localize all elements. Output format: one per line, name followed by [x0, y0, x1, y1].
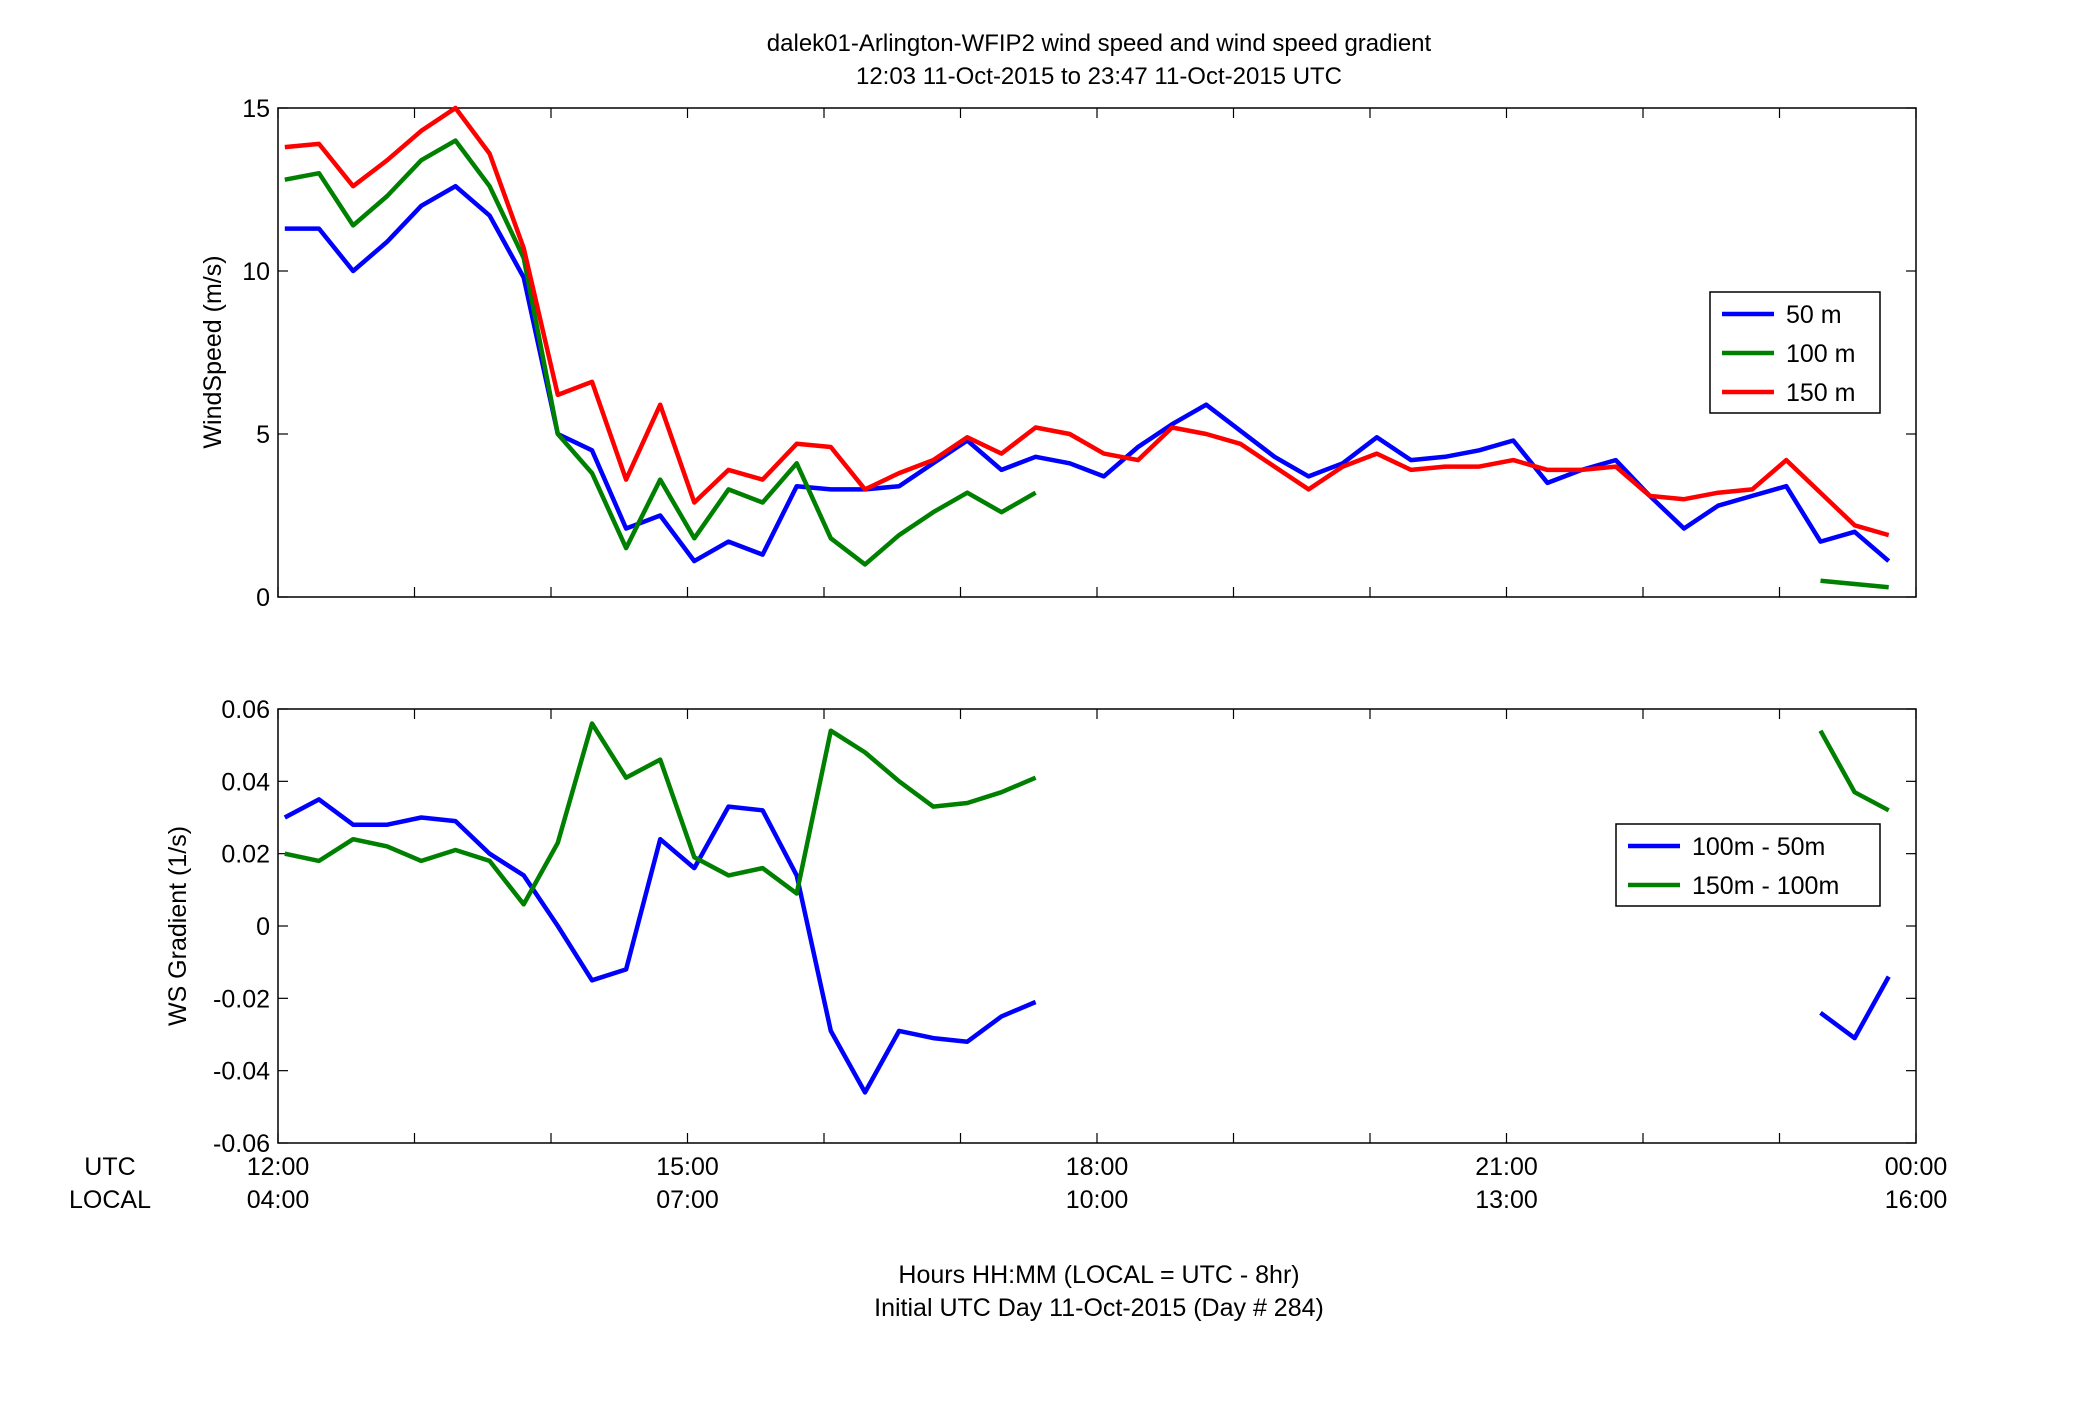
- y-tick-label: 15: [242, 95, 270, 123]
- x-tick-label-local: 10:00: [1066, 1186, 1129, 1214]
- gradient-series: [283, 721, 1891, 1095]
- x-tick-label-local: 04:00: [247, 1186, 310, 1214]
- legend-label: 50 m: [1786, 301, 1842, 329]
- legend-label: 100m - 50m: [1692, 833, 1825, 861]
- gradient-y-ticks: -0.06 -0.04 -0.02 0 0.02 0.04 0.06: [213, 696, 1916, 1158]
- x-tick-label-utc: 21:00: [1475, 1153, 1538, 1181]
- x-row-label-local: LOCAL: [69, 1186, 151, 1214]
- x-tick-label-local: 07:00: [656, 1186, 719, 1214]
- legend-label: 150 m: [1786, 379, 1855, 407]
- legend-label: 100 m: [1786, 340, 1855, 368]
- y-tick-label: 0.04: [221, 768, 270, 796]
- series-line: [284, 105, 1890, 538]
- series-line: [284, 138, 1889, 590]
- y-tick-label: 10: [242, 258, 270, 286]
- figure-title-line1: dalek01-Arlington-WFIP2 wind speed and w…: [767, 30, 1432, 57]
- series-line: [284, 721, 1890, 907]
- legend-label: 150m - 100m: [1692, 872, 1839, 900]
- windspeed-plot-area: [277, 107, 1917, 598]
- x-tick-label-local: 13:00: [1475, 1186, 1538, 1214]
- figure-title-line2: 12:03 11-Oct-2015 to 23:47 11-Oct-2015 U…: [856, 63, 1342, 90]
- y-tick-label: -0.02: [213, 985, 270, 1013]
- gradient-y-axis-label: WS Gradient (1/s): [164, 826, 192, 1026]
- gradient-x-ticks: [277, 709, 1917, 1143]
- x-tick-label-utc: 12:00: [247, 1153, 310, 1181]
- x-tick-label-utc: 00:00: [1885, 1153, 1948, 1181]
- y-tick-label: 0: [256, 584, 270, 612]
- gradient-panel: -0.06 -0.04 -0.02 0 0.02 0.04 0.06 WS Gradient…: [164, 696, 1917, 1158]
- y-tick-label: -0.06: [213, 1130, 270, 1158]
- gradient-plot-area: [277, 708, 1917, 1144]
- windspeed-x-ticks: [277, 108, 1917, 597]
- legend-box: [1615, 823, 1881, 907]
- y-tick-label: 0.06: [221, 696, 270, 724]
- x-axis-caption-line1: Hours HH:MM (LOCAL = UTC - 8hr): [898, 1261, 1299, 1289]
- x-tick-label-utc: 15:00: [656, 1153, 719, 1181]
- windspeed-legend: 50 m 100 m 150 m: [1709, 291, 1881, 414]
- y-tick-label: 0: [256, 913, 270, 941]
- windspeed-panel: 0 5 10 15 WindSpeed (m/s) 50 m 100 m 150 m: [199, 95, 1917, 612]
- x-tick-labels: 12:00 04:00 15:00 07:00 18:00 10:00 21:00 13:00…: [247, 1153, 1948, 1214]
- y-tick-label: 5: [256, 421, 270, 449]
- windspeed-y-axis-label: WindSpeed (m/s): [199, 255, 227, 448]
- windspeed-y-ticks: 0 5 10 15: [242, 95, 1916, 612]
- x-tick-label-utc: 18:00: [1066, 1153, 1129, 1181]
- series-line: [283, 797, 1891, 1095]
- y-tick-label: -0.04: [213, 1058, 270, 1086]
- x-row-label-utc: UTC: [84, 1153, 135, 1181]
- y-tick-label: 0.02: [221, 841, 270, 869]
- x-axis-caption-line2: Initial UTC Day 11-Oct-2015 (Day # 284): [874, 1294, 1324, 1322]
- gradient-legend: 100m - 50m 150m - 100m: [1615, 823, 1881, 907]
- windspeed-series: [284, 105, 1891, 590]
- x-tick-label-local: 16:00: [1885, 1186, 1948, 1214]
